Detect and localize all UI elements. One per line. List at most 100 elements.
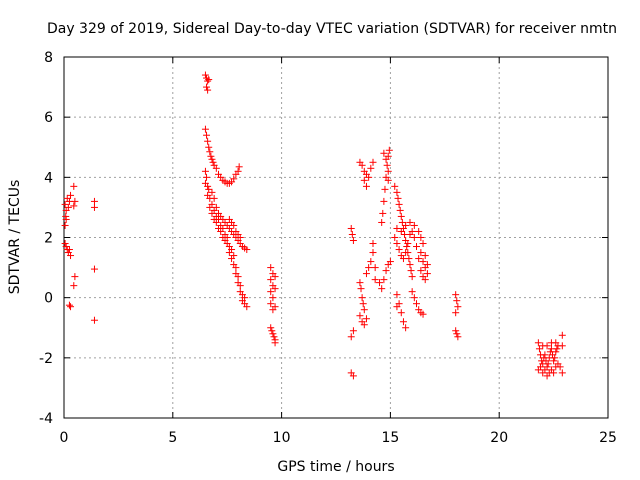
data-point [61, 221, 69, 229]
data-point [413, 300, 421, 308]
data-point [269, 330, 277, 338]
data-point [362, 315, 370, 323]
data-point [543, 342, 551, 350]
data-point [541, 351, 549, 359]
data-point [384, 176, 392, 184]
data-point [212, 203, 220, 211]
data-point [267, 276, 275, 284]
data-point [369, 240, 377, 248]
data-point [234, 167, 242, 175]
data-point [62, 243, 70, 251]
data-point [419, 240, 427, 248]
data-point [347, 333, 355, 341]
data-point [267, 264, 275, 272]
data-point [454, 303, 462, 311]
data-point [551, 354, 559, 362]
data-point [534, 339, 542, 347]
data-point [452, 309, 460, 317]
data-point [71, 197, 79, 205]
data-point [393, 291, 401, 299]
data-point [408, 273, 416, 281]
data-point [241, 294, 249, 302]
data-point [552, 348, 560, 356]
data-point [385, 146, 393, 154]
data-point [360, 306, 368, 314]
data-point [391, 234, 399, 241]
data-point [544, 360, 552, 368]
data-point [236, 282, 244, 290]
data-point [395, 246, 403, 254]
data-point [379, 209, 387, 217]
data-point [64, 203, 72, 211]
plot-frame [63, 56, 609, 419]
data-point [65, 246, 73, 254]
data-point [208, 155, 216, 163]
data-point [90, 265, 98, 273]
y-tick-label: 0 [44, 291, 53, 307]
data-point [399, 255, 407, 263]
data-point [382, 267, 390, 275]
data-point [349, 237, 357, 245]
data-point [386, 258, 394, 266]
data-point [410, 294, 418, 302]
data-point [228, 246, 236, 254]
data-point [404, 240, 412, 248]
data-point [271, 273, 279, 281]
data-point [535, 345, 543, 353]
data-point [452, 327, 460, 335]
data-point [90, 203, 98, 211]
data-point [410, 234, 418, 241]
data-point [552, 339, 560, 347]
data-point [417, 234, 425, 241]
data-point [380, 197, 388, 205]
data-point [269, 294, 277, 302]
data-point [371, 276, 379, 284]
y-tick-label: 8 [44, 50, 53, 66]
data-point [230, 252, 238, 260]
data-point [394, 194, 402, 202]
data-point [204, 182, 212, 190]
data-point [406, 218, 414, 226]
data-point [419, 310, 427, 318]
x-axis-label: GPS time / hours [277, 459, 394, 475]
data-point [367, 258, 375, 266]
data-point [417, 249, 425, 257]
data-point [397, 309, 405, 317]
data-point [243, 246, 251, 254]
data-point [399, 318, 407, 326]
data-point [61, 240, 69, 248]
x-tick-label: 0 [60, 430, 69, 446]
data-point [376, 279, 384, 287]
data-point [348, 230, 356, 238]
data-point [371, 264, 379, 272]
data-point [402, 221, 410, 229]
data-point [267, 324, 275, 332]
data-point [369, 249, 377, 257]
data-point [236, 234, 244, 241]
data-point [208, 188, 216, 196]
data-point [362, 182, 370, 190]
data-point [402, 249, 410, 257]
data-point [232, 264, 240, 272]
data-point [357, 285, 365, 293]
data-point [67, 303, 75, 311]
data-point [393, 224, 401, 232]
data-point [90, 316, 98, 324]
data-point [201, 125, 209, 133]
data-point [393, 240, 401, 248]
data-point [205, 185, 213, 193]
data-point [270, 333, 278, 341]
data-point [384, 167, 392, 175]
data-point [268, 327, 276, 335]
data-point [550, 369, 558, 377]
data-points [61, 71, 566, 380]
data-point [358, 161, 366, 169]
x-tick-label: 20 [490, 430, 508, 446]
y-tick-label: -4 [39, 411, 53, 427]
x-tick-label: 15 [381, 430, 399, 446]
data-point [558, 342, 566, 350]
data-point [397, 227, 405, 235]
data-point [209, 158, 217, 166]
data-point [402, 324, 410, 332]
data-point [558, 369, 566, 377]
